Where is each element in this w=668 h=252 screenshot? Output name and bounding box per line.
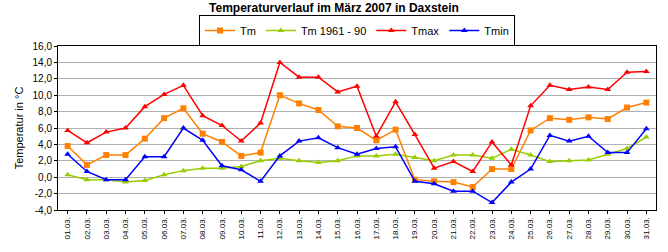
svg-text:20.03.: 20.03. xyxy=(430,217,439,239)
svg-text:11.03.: 11.03. xyxy=(256,217,265,239)
svg-text:Tm 1961 - 90: Tm 1961 - 90 xyxy=(301,25,366,37)
svg-text:25.03.: 25.03. xyxy=(526,217,535,239)
svg-text:05.03.: 05.03. xyxy=(140,217,149,239)
svg-text:01.03.: 01.03. xyxy=(63,217,72,239)
svg-text:-2,0: -2,0 xyxy=(35,188,53,199)
svg-text:Temperatur in °C: Temperatur in °C xyxy=(13,87,25,170)
svg-text:27.03.: 27.03. xyxy=(565,217,574,239)
svg-text:29.03.: 29.03. xyxy=(603,217,612,239)
svg-text:2,0: 2,0 xyxy=(38,155,52,166)
svg-text:19.03.: 19.03. xyxy=(410,217,419,239)
svg-text:13.03.: 13.03. xyxy=(295,217,304,239)
svg-text:26.03.: 26.03. xyxy=(546,217,555,239)
svg-text:21.03.: 21.03. xyxy=(449,217,458,239)
svg-text:18.03.: 18.03. xyxy=(391,217,400,239)
svg-text:23.03.: 23.03. xyxy=(488,217,497,239)
svg-text:12,0: 12,0 xyxy=(33,73,53,84)
svg-text:4,0: 4,0 xyxy=(38,139,52,150)
svg-text:24.03.: 24.03. xyxy=(507,217,516,239)
svg-text:30.03.: 30.03. xyxy=(623,217,632,239)
svg-text:Tmax: Tmax xyxy=(411,25,439,37)
svg-text:28.03.: 28.03. xyxy=(584,217,593,239)
svg-text:16.03.: 16.03. xyxy=(353,217,362,239)
svg-text:16,0: 16,0 xyxy=(33,41,53,52)
svg-text:17.03.: 17.03. xyxy=(372,217,381,239)
svg-text:02.03.: 02.03. xyxy=(83,217,92,239)
svg-text:-4,0: -4,0 xyxy=(35,205,53,216)
svg-text:8,0: 8,0 xyxy=(38,106,52,117)
svg-text:10,0: 10,0 xyxy=(33,90,53,101)
svg-text:31.03.: 31.03. xyxy=(642,217,651,239)
svg-text:Temperaturverlauf im März 2007: Temperaturverlauf im März 2007 in Daxste… xyxy=(209,1,459,15)
svg-text:14,0: 14,0 xyxy=(33,57,53,68)
svg-text:09.03.: 09.03. xyxy=(218,217,227,239)
svg-text:04.03.: 04.03. xyxy=(121,217,130,239)
svg-text:14.03.: 14.03. xyxy=(314,217,323,239)
svg-text:10.03.: 10.03. xyxy=(237,217,246,239)
svg-text:22.03.: 22.03. xyxy=(468,217,477,239)
svg-text:15.03.: 15.03. xyxy=(333,217,342,239)
svg-text:03.03.: 03.03. xyxy=(102,217,111,239)
svg-text:07.03.: 07.03. xyxy=(179,217,188,239)
svg-text:08.03.: 08.03. xyxy=(198,217,207,239)
svg-text:6,0: 6,0 xyxy=(38,123,52,134)
svg-text:Tm: Tm xyxy=(240,25,256,37)
svg-text:12.03.: 12.03. xyxy=(275,217,284,239)
svg-text:Tmin: Tmin xyxy=(484,25,508,37)
svg-text:0,0: 0,0 xyxy=(38,172,52,183)
svg-text:06.03.: 06.03. xyxy=(160,217,169,239)
